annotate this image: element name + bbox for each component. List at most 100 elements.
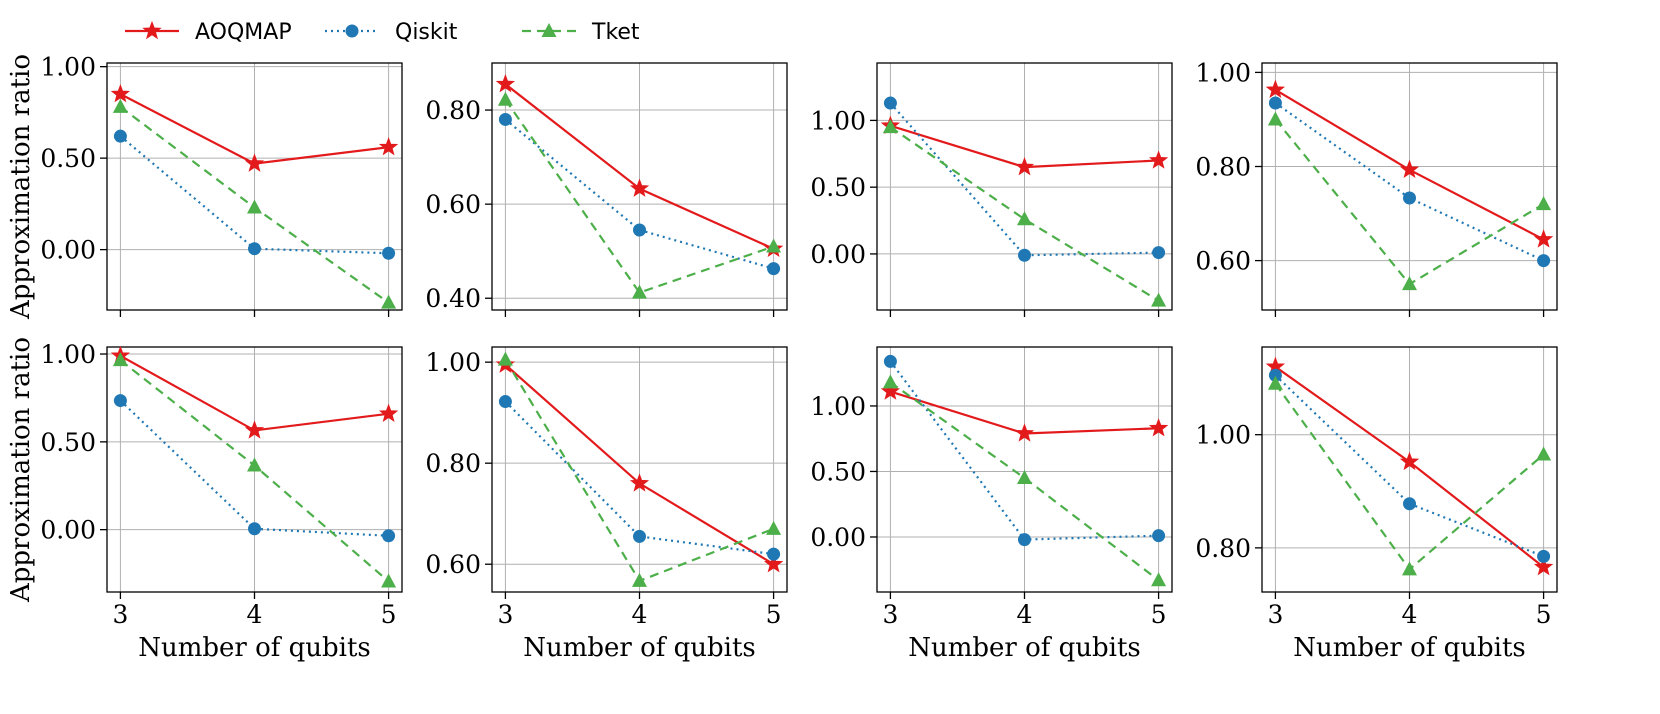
data-point-aoqmap [378, 403, 399, 422]
data-point-qiskit [248, 522, 261, 536]
y-tick-label: 1.00 [425, 348, 481, 377]
y-tick-label: 0.80 [425, 449, 481, 478]
x-tick-label: 4 [1017, 600, 1033, 629]
data-point-aoqmap [1399, 451, 1420, 471]
x-tick-label: 5 [1151, 600, 1167, 629]
data-point-tket [632, 284, 647, 299]
legend-item-aoqmap: AOQMAP [125, 20, 292, 45]
data-point-qiskit [1152, 246, 1166, 260]
data-point-tket [497, 351, 513, 366]
legend-marker-aoqmap [142, 20, 162, 40]
y-tick-label: 0.80 [425, 96, 481, 125]
chart-panel-r1-c2: 0.40 0.60 0.80 [425, 62, 788, 317]
data-point-qiskit [1403, 191, 1416, 205]
data-point-tket [766, 238, 782, 253]
y-tick-label: 0.80 [1195, 153, 1251, 182]
y-tick-label: 0.80 [1195, 534, 1251, 563]
data-point-qiskit [1268, 368, 1282, 382]
data-point-aoqmap [244, 153, 265, 172]
data-point-aoqmap [1014, 156, 1035, 176]
data-point-tket [766, 520, 782, 535]
data-point-aoqmap [1533, 556, 1554, 576]
data-point-tket [1267, 375, 1283, 390]
data-point-tket [1151, 292, 1167, 307]
data-point-qiskit [113, 129, 127, 143]
x-axis-label: Number of qubits [1293, 633, 1526, 663]
data-point-tket [497, 91, 513, 106]
x-tick-label: 3 [1267, 600, 1283, 629]
axes-frame [491, 346, 788, 593]
y-tick-label: 0.00 [810, 240, 866, 269]
data-point-aoqmap [629, 178, 650, 197]
data-point-tket [381, 573, 397, 588]
data-point-qiskit [633, 529, 646, 543]
data-point-aoqmap [1148, 418, 1169, 437]
data-point-tket [882, 374, 898, 389]
data-point-aoqmap [1533, 229, 1554, 248]
data-point-tket [1402, 276, 1417, 291]
axes-frame [876, 62, 1173, 311]
x-axis-label: Number of qubits [523, 633, 756, 663]
data-point-qiskit [1403, 497, 1416, 511]
y-tick-label: 0.50 [810, 173, 866, 202]
legend-marker-tket [541, 23, 557, 37]
data-point-tket [381, 294, 397, 309]
data-point-qiskit [498, 395, 512, 409]
data-point-tket [112, 98, 128, 113]
y-tick-label: 1.00 [810, 106, 866, 135]
legend-label-qiskit: Qiskit [395, 20, 458, 45]
y-tick-label: 1.00 [40, 340, 96, 369]
series-line-qiskit [119, 399, 389, 537]
y-tick-label: 1.00 [810, 392, 866, 421]
data-point-aoqmap [1148, 150, 1169, 169]
y-tick-label: 0.00 [40, 236, 96, 265]
y-axis-label: Approximation ratio [6, 337, 36, 603]
data-point-tket [247, 199, 262, 214]
data-point-tket [1017, 211, 1032, 226]
data-point-aoqmap [1399, 159, 1420, 179]
x-axis-label: Number of qubits [908, 633, 1141, 663]
axes-frame [106, 346, 403, 593]
series-line-qiskit [1274, 374, 1544, 558]
x-tick-label: 3 [497, 600, 513, 629]
data-point-tket [1267, 111, 1283, 126]
y-tick-label: 0.60 [425, 550, 481, 579]
data-point-qiskit [1152, 529, 1166, 543]
data-point-aoqmap [244, 420, 265, 439]
data-point-tket [112, 352, 128, 367]
legend-item-qiskit: Qiskit [325, 20, 458, 45]
data-point-tket [632, 572, 647, 587]
y-tick-label: 0.40 [425, 284, 481, 313]
data-point-qiskit [382, 246, 396, 260]
x-tick-label: 3 [882, 600, 898, 629]
data-point-qiskit [1018, 533, 1031, 547]
data-point-tket [882, 119, 898, 134]
data-point-tket [1536, 196, 1552, 211]
data-point-qiskit [767, 262, 781, 276]
chart-panel-r1-c4: 0.60 0.80 1.00 [1195, 58, 1558, 317]
data-point-aoqmap [110, 83, 131, 103]
data-point-tket [1536, 446, 1552, 461]
axes-frame [491, 62, 788, 311]
data-point-qiskit [883, 96, 897, 110]
chart-panel-r2-c1: 3 4 5 0.00 0.50 1.00 Number of qubits Approxima… [6, 337, 403, 663]
legend-label-tket: Tket [591, 20, 640, 45]
data-point-aoqmap [629, 473, 650, 492]
x-tick-label: 5 [381, 600, 397, 629]
y-tick-label: 1.00 [1195, 58, 1251, 87]
axes-frame [876, 346, 1173, 593]
data-point-aoqmap [763, 554, 784, 573]
y-tick-label: 0.50 [40, 428, 96, 457]
legend-item-tket: Tket [522, 20, 640, 45]
y-axis-label: Approximation ratio [6, 54, 36, 320]
data-point-qiskit [1018, 248, 1031, 262]
data-point-qiskit [248, 242, 261, 256]
data-point-qiskit [113, 394, 127, 408]
data-point-qiskit [1537, 549, 1551, 563]
x-axis-label: Number of qubits [138, 633, 371, 663]
x-tick-label: 5 [1536, 600, 1552, 629]
chart-panel-r2-c2: 3 4 5 0.60 0.80 1.00 Number of qubits [425, 346, 788, 663]
series-line-qiskit [1274, 102, 1545, 262]
